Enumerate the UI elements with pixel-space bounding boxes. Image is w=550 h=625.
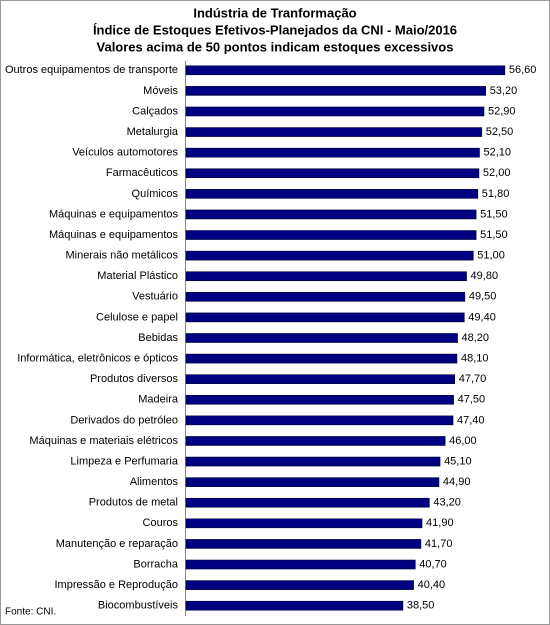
y-tick-label: Outros equipamentos de transporte <box>5 64 178 76</box>
data-label: 49,40 <box>468 311 496 323</box>
data-label: 43,20 <box>433 497 461 509</box>
y-tick-label: Químicos <box>132 188 179 200</box>
data-label: 41,70 <box>425 538 453 550</box>
bar <box>185 250 474 261</box>
bar <box>185 209 477 220</box>
data-label: 49,80 <box>471 270 499 282</box>
bar <box>185 456 441 467</box>
data-label: 44,90 <box>443 476 471 488</box>
data-label: 48,10 <box>461 352 489 364</box>
y-tick-label: Produtos diversos <box>90 373 179 385</box>
y-tick-label: Calçados <box>132 105 178 117</box>
bar <box>185 312 465 323</box>
chart-subtitle: Índice de Estoques Efetivos-Planejados d… <box>93 22 457 37</box>
bar <box>185 106 485 117</box>
data-label: 41,90 <box>426 517 454 529</box>
bar <box>185 147 480 158</box>
y-tick-label: Impressão e Reprodução <box>54 579 178 591</box>
data-label: 47,40 <box>457 414 485 426</box>
y-tick-label: Produtos de metal <box>89 497 178 509</box>
y-tick-label: Derivados do petróleo <box>70 414 178 426</box>
bar <box>185 230 477 240</box>
bar <box>185 271 467 282</box>
y-tick-label: Couros <box>143 517 179 529</box>
data-label: 48,20 <box>462 332 490 344</box>
y-tick-label: Vestuário <box>132 291 178 303</box>
y-tick-label: Alimentos <box>130 476 179 488</box>
bar <box>185 559 416 570</box>
bar <box>185 65 506 76</box>
data-label: 52,00 <box>483 167 511 179</box>
y-tick-label: Manutenção e reparação <box>56 538 178 550</box>
bar <box>185 374 456 384</box>
y-tick-label: Material Plástico <box>97 270 178 282</box>
data-label: 51,80 <box>482 188 510 200</box>
bar <box>185 436 446 446</box>
y-tick-label: Informática, eletrônicos e ópticos <box>17 352 178 364</box>
data-label: 46,00 <box>449 435 477 447</box>
y-tick-label: Móveis <box>143 85 178 97</box>
data-label: 51,50 <box>480 229 508 241</box>
data-label: 40,40 <box>418 579 446 591</box>
data-label: 51,00 <box>477 250 505 262</box>
y-tick-label: Máquinas e equipamentos <box>49 229 179 241</box>
bar <box>185 497 430 508</box>
y-tick-label: Minerais não metálicos <box>66 250 179 262</box>
data-label: 52,10 <box>483 147 511 159</box>
y-tick-label: Limpeza e Perfumaria <box>70 455 178 467</box>
bar <box>185 127 483 137</box>
y-tick-label: Biocombustíveis <box>98 600 179 612</box>
bar <box>185 292 466 302</box>
y-tick-label: Celulose e papel <box>96 311 178 323</box>
data-label: 40,70 <box>419 558 447 570</box>
data-label: 56,60 <box>509 64 537 76</box>
bar <box>185 580 414 590</box>
y-tick-label: Máquinas e materiais elétricos <box>29 435 178 447</box>
data-label: 47,50 <box>458 394 486 406</box>
data-label: 49,50 <box>469 291 497 303</box>
y-tick-label: Farmacêuticos <box>106 167 179 179</box>
data-label: 53,20 <box>490 85 518 97</box>
chart-title: Indústria de Tranformação <box>193 5 356 20</box>
data-label: 45,10 <box>444 455 472 467</box>
bar <box>185 394 454 405</box>
bar <box>185 600 404 611</box>
data-label: 52,90 <box>488 105 516 117</box>
bar <box>185 168 480 179</box>
data-label: 52,50 <box>486 126 514 138</box>
bar <box>185 518 423 529</box>
y-tick-label: Veículos automotores <box>72 147 178 159</box>
data-label: 47,70 <box>459 373 487 385</box>
bar <box>185 333 458 343</box>
bar <box>185 477 440 487</box>
data-label: 38,50 <box>407 600 435 612</box>
data-label: 51,50 <box>480 208 508 220</box>
y-tick-label: Bebidas <box>138 332 178 344</box>
y-tick-label: Máquinas e equipamentos <box>49 208 179 220</box>
y-tick-label: Borracha <box>133 558 179 570</box>
bar <box>185 415 454 426</box>
bar <box>185 189 479 199</box>
y-tick-label: Madeira <box>138 394 179 406</box>
source: Fonte: CNI. <box>5 607 56 618</box>
y-tick-label: Metalurgia <box>127 126 179 138</box>
chart-subtitle: Valores acima de 50 pontos indicam estoq… <box>97 39 454 54</box>
bar <box>185 86 486 96</box>
bar <box>185 353 458 364</box>
bar <box>185 539 422 549</box>
